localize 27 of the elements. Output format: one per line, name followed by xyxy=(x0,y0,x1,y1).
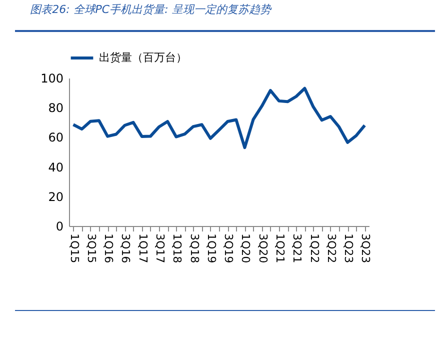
x-tick-label: 3Q17 xyxy=(154,234,166,264)
x-tick-label: 1Q17 xyxy=(136,234,150,264)
x-tick-label: 3Q16 xyxy=(119,234,132,264)
y-tick-label: 100 xyxy=(40,72,64,86)
y-tick-label: 20 xyxy=(48,190,64,204)
x-tick-label: 3Q15 xyxy=(84,234,98,264)
x-tick-label: 1Q23 xyxy=(342,234,356,264)
x-tick-label: 3Q20 xyxy=(256,234,270,264)
legend-label: 出货量（百万台） xyxy=(99,51,187,64)
y-tick-label: 80 xyxy=(48,101,64,116)
chart-title: 图表26: 全球PC手机出货量: 呈现一定的复苏趋势 xyxy=(30,3,272,16)
x-tick-label: 3Q21 xyxy=(290,234,304,264)
x-tick-label: 1Q18 xyxy=(170,234,184,264)
y-tick-label: 40 xyxy=(48,160,64,174)
x-tick-label: 3Q18 xyxy=(188,234,201,264)
x-tick-label: 1Q20 xyxy=(239,234,252,264)
x-tick-label: 1Q22 xyxy=(308,234,321,264)
x-tick-label: 3Q23 xyxy=(359,234,372,264)
x-tick-label: 1Q19 xyxy=(204,234,218,264)
x-tick-label: 1Q21 xyxy=(274,234,286,264)
x-tick-label: 3Q19 xyxy=(222,234,236,264)
y-tick-label: 0 xyxy=(56,220,64,234)
y-tick-label: 60 xyxy=(48,130,64,145)
x-tick-label: 1Q16 xyxy=(102,234,116,264)
x-tick-label: 1Q15 xyxy=(68,234,81,264)
x-tick-label: 3Q22 xyxy=(324,234,338,264)
line-series xyxy=(72,86,366,150)
